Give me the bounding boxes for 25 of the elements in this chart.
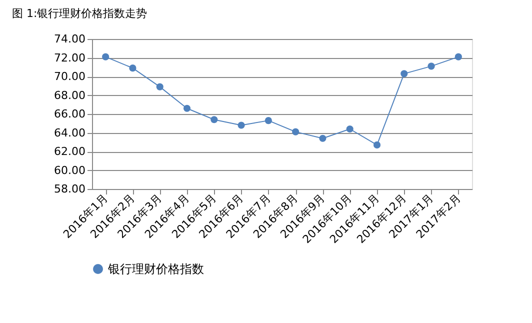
chart-title: 图 1:银行理财价格指数走势 — [12, 7, 148, 20]
point — [156, 83, 164, 90]
point — [319, 134, 326, 142]
y-tick-label: 72.00 — [54, 51, 86, 64]
point — [102, 53, 110, 60]
point — [129, 64, 136, 72]
y-tick-label: 74.00 — [54, 32, 86, 46]
point — [264, 117, 272, 124]
point — [428, 62, 435, 70]
y-tick-label: 58.00 — [54, 182, 86, 196]
point — [210, 116, 218, 124]
point — [400, 70, 408, 78]
point — [292, 128, 300, 136]
point — [454, 53, 462, 60]
y-tick-label: 70.00 — [54, 70, 86, 83]
y-tick-label: 64.00 — [54, 126, 86, 140]
point — [373, 141, 381, 148]
y-tick-label: 62.00 — [54, 145, 86, 158]
point — [183, 104, 191, 112]
point — [346, 125, 354, 133]
legend-label: 银行理财价格指数 — [107, 262, 204, 276]
y-tick-label: 60.00 — [54, 164, 86, 177]
y-tick-label: 66.00 — [54, 108, 86, 120]
point — [238, 122, 245, 129]
y-tick-label: 68.00 — [54, 88, 86, 102]
